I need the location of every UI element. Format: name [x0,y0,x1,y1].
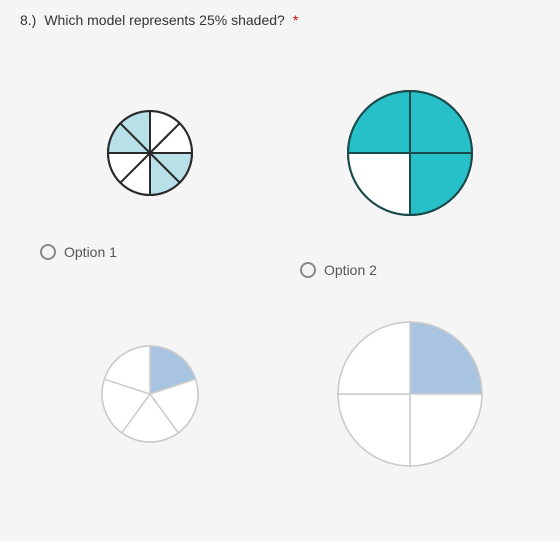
option-2[interactable]: Option 2 [290,256,530,284]
option-2-label: Option 2 [324,262,377,278]
chart-wrap-4 [290,324,530,464]
cell-top-left: Option 1 [20,58,280,314]
question-body: Which model represents 25% shaded? [44,12,284,28]
pie-slice [410,394,482,466]
option-1-label: Option 1 [64,244,117,260]
pie-slice [338,394,410,466]
question-number: 8.) [20,12,36,28]
pie-slice [338,322,410,394]
cell-bottom-right [280,314,540,494]
pie-chart-3 [99,343,201,445]
cell-bottom-left [20,314,280,494]
chart-wrap-2 [290,68,530,238]
option-1[interactable]: Option 1 [30,238,270,266]
chart-wrap-3 [30,324,270,464]
radio-icon[interactable] [300,262,316,278]
required-icon: * [293,12,298,28]
question-text: 8.) Which model represents 25% shaded? * [20,12,540,28]
worksheet-page: 8.) Which model represents 25% shaded? *… [0,0,560,541]
cell-top-right: Option 2 [280,58,540,314]
radio-icon[interactable] [40,244,56,260]
pie-chart-4 [335,319,485,469]
options-grid: Option 1 Option 2 [20,58,540,494]
pie-chart-1 [105,108,195,198]
chart-wrap-1 [30,68,270,238]
pie-chart-2 [345,88,475,218]
pie-slice [410,322,482,394]
